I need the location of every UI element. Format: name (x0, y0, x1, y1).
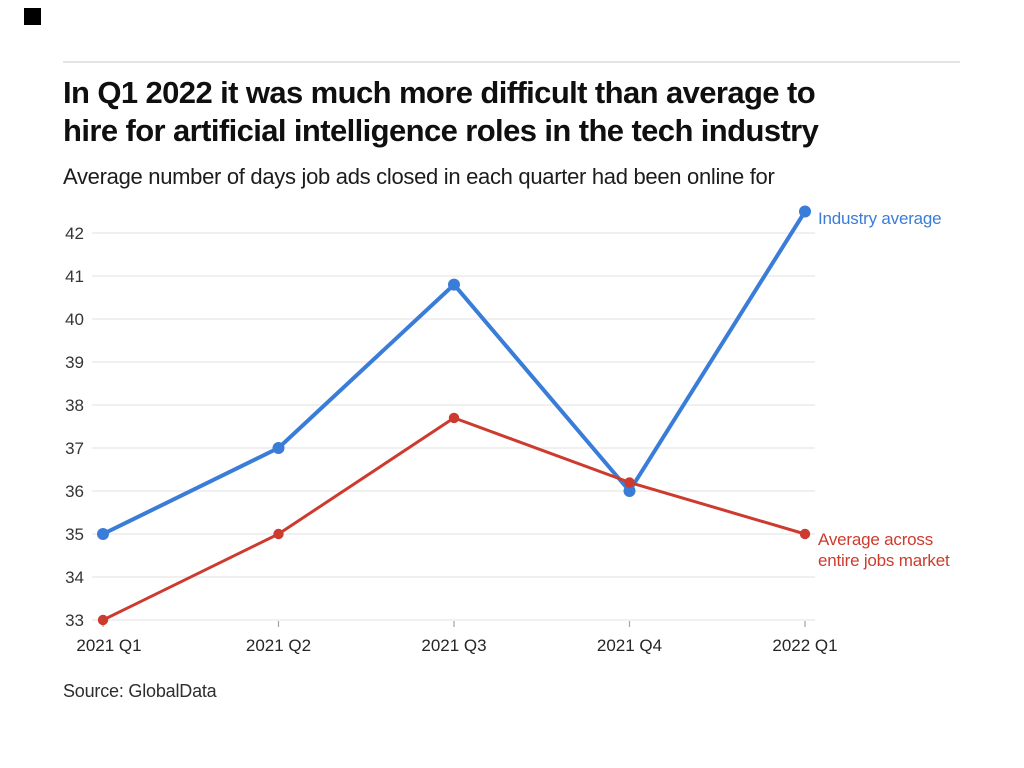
chart-subtitle: Average number of days job ads closed in… (63, 164, 775, 189)
y-axis-tick-label: 41 (65, 267, 84, 286)
brand-square-logo (24, 8, 41, 25)
x-axis-tick-label: 2021 Q2 (246, 636, 311, 655)
data-point-entire-jobs-market (273, 528, 284, 540)
legend-label-industry-average: Industry average (818, 209, 942, 228)
data-point-industry-average (448, 278, 460, 291)
y-axis-tick-label: 42 (65, 224, 84, 243)
x-axis-tick-label: 2021 Q1 (76, 636, 141, 655)
x-axis-tick-label: 2021 Q3 (421, 636, 486, 655)
y-axis-tick-label: 36 (65, 482, 84, 501)
data-point-entire-jobs-market (97, 614, 109, 626)
series-line-industry-average (101, 209, 807, 536)
y-axis-tick-label: 40 (65, 310, 84, 329)
header-divider (63, 61, 960, 63)
data-point-industry-average (97, 528, 109, 540)
legend-label-entire-jobs-market: Average across entire jobs market (818, 530, 950, 570)
y-axis-tick-label: 33 (65, 611, 84, 630)
data-point-industry-average (623, 485, 636, 497)
y-axis-tick-label: 37 (65, 439, 84, 458)
page-title-line-1: In Q1 2022 it was much more difficult th… (63, 75, 816, 110)
y-axis-tick-label: 38 (65, 396, 84, 415)
data-point-industry-average (272, 442, 285, 454)
data-point-industry-average (799, 205, 811, 218)
y-axis-tick-label: 34 (65, 568, 84, 587)
x-axis-tick-label: 2022 Q1 (772, 636, 837, 655)
page-title-line-2: hire for artificial intelligence roles i… (63, 113, 819, 148)
y-axis-tick-label: 39 (65, 353, 84, 372)
source-note: Source: GlobalData (63, 681, 217, 701)
data-point-entire-jobs-market (448, 412, 460, 424)
y-axis-tick-label: 35 (65, 525, 84, 544)
data-point-entire-jobs-market (624, 477, 635, 488)
page-title: In Q1 2022 it was much more difficult th… (63, 74, 943, 150)
x-axis-tick-label: 2021 Q4 (597, 636, 662, 655)
data-point-entire-jobs-market (799, 528, 811, 540)
